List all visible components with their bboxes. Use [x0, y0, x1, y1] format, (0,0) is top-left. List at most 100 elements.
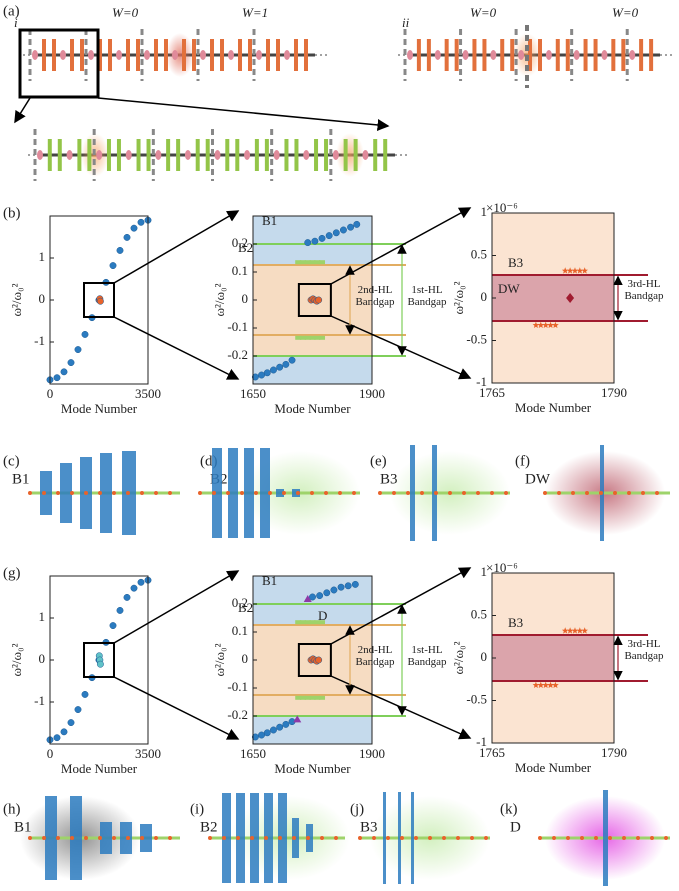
site	[42, 491, 46, 495]
site	[96, 150, 103, 160]
site	[306, 836, 310, 840]
site	[184, 150, 191, 160]
site	[400, 836, 404, 840]
resonator	[42, 39, 46, 71]
point	[576, 627, 584, 634]
x-tick-label: 1650	[240, 386, 266, 401]
y-tick-label: 1	[481, 204, 488, 219]
zoom-box	[18, 28, 100, 99]
site	[228, 50, 234, 60]
point	[319, 335, 326, 340]
zoom-box	[83, 282, 115, 318]
site	[98, 836, 102, 840]
resonator	[182, 39, 186, 71]
resonator	[116, 139, 121, 171]
panel-label: (k)	[500, 801, 518, 817]
site	[126, 491, 130, 495]
mode-cluster	[276, 489, 284, 497]
site	[338, 491, 342, 495]
site	[154, 491, 158, 495]
x-axis-label: Mode Number	[515, 400, 592, 415]
zoom-arrow	[113, 210, 240, 284]
point	[319, 695, 326, 700]
point	[537, 321, 545, 328]
x-tick-label: 1765	[479, 385, 505, 400]
site	[28, 491, 32, 495]
point	[251, 373, 259, 381]
point	[137, 578, 145, 586]
annotation: 3rd-HL Bandgap	[624, 278, 664, 302]
resonator	[454, 39, 459, 71]
bandgap-band	[492, 275, 614, 321]
site	[664, 836, 668, 840]
site	[172, 50, 178, 60]
site	[462, 50, 469, 60]
site	[264, 836, 268, 840]
point	[303, 594, 312, 602]
site	[84, 836, 88, 840]
resonator	[611, 39, 616, 71]
point	[74, 346, 82, 354]
mode-cluster	[398, 792, 401, 884]
y-tick-label: 0	[39, 651, 46, 666]
site	[144, 50, 150, 60]
panel-label: (e)	[370, 453, 387, 469]
y-tick-label: -0.1	[227, 319, 248, 334]
annotation: B2	[238, 600, 253, 615]
resonator	[353, 139, 358, 171]
axis-multiplier: ×10⁻⁶	[486, 560, 518, 575]
site	[622, 836, 626, 840]
point	[74, 706, 82, 714]
x-tick-label: 3500	[135, 746, 161, 761]
site	[273, 150, 280, 160]
point	[552, 321, 559, 328]
y-tick-label: -1	[476, 374, 487, 389]
point	[318, 234, 326, 242]
site	[470, 836, 474, 840]
annotation: 2nd-HL Bandgap	[355, 644, 395, 668]
panel-name: DW	[525, 471, 551, 487]
plot-frame	[49, 575, 149, 745]
y-tick-label: 0.2	[232, 235, 248, 250]
point	[276, 363, 284, 371]
point	[116, 246, 124, 254]
zoom-arrow	[113, 570, 240, 644]
mode-cluster	[45, 796, 57, 880]
point	[53, 374, 61, 382]
resonator	[136, 139, 141, 171]
site	[212, 491, 216, 495]
site	[636, 836, 640, 840]
point	[561, 267, 569, 274]
mode-cluster	[222, 793, 231, 883]
x-axis-label: Mode Number	[61, 761, 138, 776]
y-tick-label: 0.5	[471, 246, 487, 261]
site	[112, 836, 116, 840]
site	[414, 836, 418, 840]
resonator	[510, 39, 515, 71]
point	[547, 321, 554, 328]
point	[288, 356, 296, 364]
panel-label: (f)	[515, 453, 530, 469]
resonator	[70, 39, 74, 71]
resonator	[472, 39, 477, 71]
resonator	[416, 39, 421, 71]
plot-frame	[252, 215, 373, 385]
point	[293, 715, 302, 723]
point	[53, 734, 61, 742]
site	[538, 836, 542, 840]
site	[244, 150, 251, 160]
panel-name: B1	[12, 471, 30, 487]
point	[67, 719, 75, 727]
winding-label: W=0	[112, 5, 139, 20]
resonator	[225, 139, 230, 171]
site	[655, 491, 659, 495]
site	[641, 491, 645, 495]
y-tick-label: -1	[476, 734, 487, 749]
site	[112, 491, 116, 495]
y-tick-label: 0	[481, 289, 488, 304]
resonator	[426, 39, 431, 71]
site	[504, 491, 508, 495]
zoom-box	[297, 643, 332, 677]
site	[557, 491, 561, 495]
panel-label: (h)	[3, 801, 21, 817]
